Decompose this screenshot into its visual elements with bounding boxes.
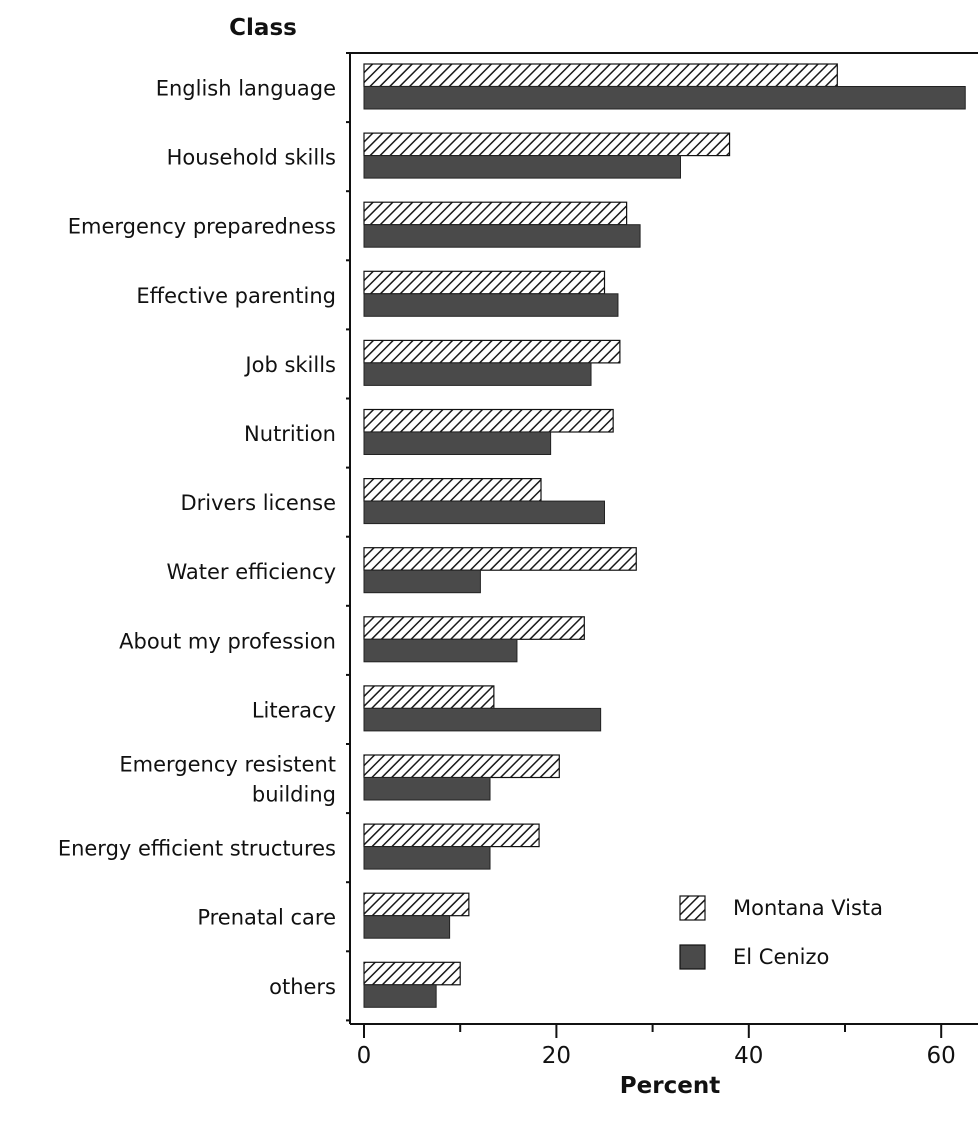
bar-el-cenizo <box>363 431 552 455</box>
bar-montana-vista <box>363 616 585 640</box>
bar-montana-vista <box>363 892 470 917</box>
legend-swatch-el-cenizo <box>679 944 706 970</box>
legend-label: El Cenizo <box>733 945 829 969</box>
category-label: Emergency resistent <box>119 753 336 777</box>
category-label: Drivers license <box>180 491 336 515</box>
category-label: English language <box>156 77 336 101</box>
y-axis-title: Class <box>229 15 297 41</box>
bar-montana-vista <box>363 63 838 88</box>
bar-el-cenizo <box>363 915 451 939</box>
bar-el-cenizo <box>363 707 602 732</box>
x-tick-label: 0 <box>357 1043 372 1069</box>
bar-el-cenizo <box>363 224 641 248</box>
x-axis-title: Percent <box>620 1073 720 1099</box>
legend-swatch-montana-vista <box>679 895 706 921</box>
bar-montana-vista <box>363 685 495 710</box>
category-label: Water efficiency <box>166 560 336 584</box>
legend-label: Montana Vista <box>733 896 883 920</box>
category-label: Literacy <box>252 698 336 722</box>
x-tick-label: 40 <box>734 1043 763 1069</box>
bar-montana-vista <box>363 547 637 571</box>
bar-el-cenizo <box>363 86 966 110</box>
category-label: building <box>252 783 336 807</box>
category-label: About my profession <box>119 629 336 653</box>
bar-el-cenizo <box>363 777 491 801</box>
bar-el-cenizo <box>363 569 481 594</box>
bar-montana-vista <box>363 961 461 986</box>
bar-el-cenizo <box>363 638 518 663</box>
bar-montana-vista <box>363 201 628 226</box>
bar-montana-vista <box>363 132 731 157</box>
legend: Montana Vista El Cenizo <box>679 895 883 970</box>
bar-montana-vista <box>363 339 621 364</box>
category-label: Effective parenting <box>136 284 336 308</box>
bar-montana-vista <box>363 478 542 502</box>
bar-el-cenizo <box>363 293 619 317</box>
bar-montana-vista <box>363 823 540 848</box>
bar-el-cenizo <box>363 846 491 870</box>
category-label: Nutrition <box>244 422 336 446</box>
category-label: Job skills <box>243 353 336 377</box>
bar-el-cenizo <box>363 155 681 179</box>
bar-el-cenizo <box>363 500 605 525</box>
plot-area: English language Household skills Emergenc… <box>58 52 978 1069</box>
category-label: Energy efficient structures <box>58 837 336 861</box>
bar-montana-vista <box>363 270 606 295</box>
bar-montana-vista <box>363 408 614 433</box>
category-label: Prenatal care <box>197 906 336 930</box>
category-label: Household skills <box>167 146 336 170</box>
category-label: Emergency preparedness <box>68 215 336 239</box>
x-tick-label: 60 <box>927 1043 956 1069</box>
bar-montana-vista <box>363 754 560 779</box>
category-label: others <box>269 975 336 999</box>
bar-el-cenizo <box>363 984 437 1008</box>
bar-el-cenizo <box>363 362 592 386</box>
x-tick-label: 20 <box>542 1043 571 1069</box>
